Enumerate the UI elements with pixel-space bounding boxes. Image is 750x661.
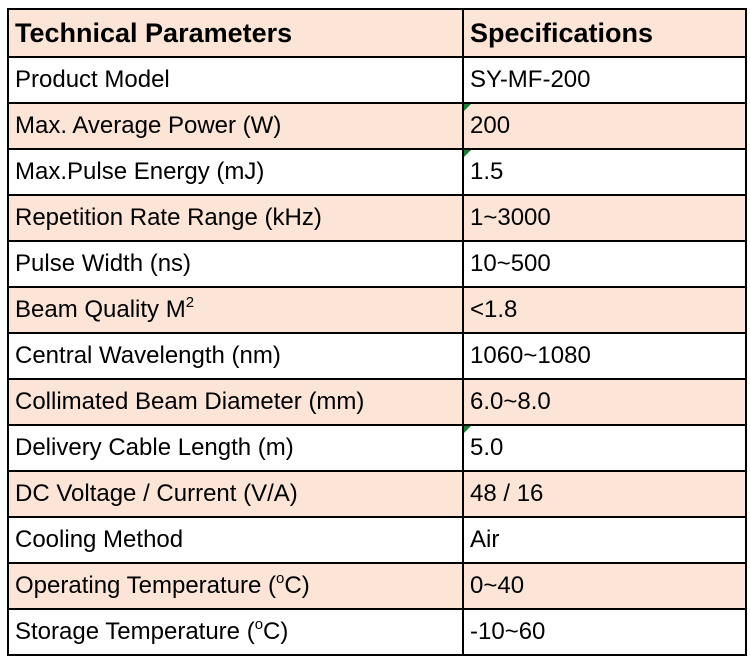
table-row: Cooling Method Air bbox=[7, 516, 747, 564]
specification-value: 0~40 bbox=[470, 572, 525, 599]
header-cell-parameters: Technical Parameters bbox=[7, 8, 464, 58]
specification-cell: 0~40 bbox=[462, 562, 747, 610]
comment-marker-icon bbox=[464, 426, 471, 433]
table-row: Delivery Cable Length (m) 5.0 bbox=[7, 424, 747, 472]
parameter-label: Operating Temperature ( bbox=[15, 572, 277, 599]
parameter-label-suffix: C) bbox=[284, 572, 310, 599]
parameter-cell: DC Voltage / Current (V/A) bbox=[7, 470, 464, 518]
specification-value: 200 bbox=[470, 112, 511, 139]
parameter-cell: Beam Quality M2 bbox=[7, 286, 464, 334]
table-row: Max.Pulse Energy (mJ) 1.5 bbox=[7, 148, 747, 196]
parameter-cell: Max.Pulse Energy (mJ) bbox=[7, 148, 464, 196]
specification-value: 1060~1080 bbox=[470, 342, 591, 369]
specification-cell: 48 / 16 bbox=[462, 470, 747, 518]
specification-cell: 1060~1080 bbox=[462, 332, 747, 380]
parameter-label: Max. Average Power (W) bbox=[15, 112, 282, 139]
specification-value: 6.0~8.0 bbox=[470, 388, 551, 415]
specification-cell: <1.8 bbox=[462, 286, 747, 334]
table-row: Operating Temperature (oC) 0~40 bbox=[7, 562, 747, 610]
specification-value: SY-MF-200 bbox=[470, 66, 591, 93]
specification-value: 5.0 bbox=[470, 434, 504, 461]
specification-cell: 200 bbox=[462, 102, 747, 150]
parameter-label: Beam Quality M bbox=[15, 296, 186, 323]
parameter-cell: Repetition Rate Range (kHz) bbox=[7, 194, 464, 242]
parameter-label: Repetition Rate Range (kHz) bbox=[15, 204, 322, 231]
parameter-label: Cooling Method bbox=[15, 526, 184, 553]
parameter-label: Pulse Width (ns) bbox=[15, 250, 192, 277]
parameter-label-suffix: C) bbox=[263, 618, 289, 645]
specification-value: 10~500 bbox=[470, 250, 551, 277]
specification-cell: 1.5 bbox=[462, 148, 747, 196]
table-row: Repetition Rate Range (kHz) 1~3000 bbox=[7, 194, 747, 242]
table-header-row: Technical Parameters Specifications bbox=[7, 8, 747, 58]
parameter-cell: Cooling Method bbox=[7, 516, 464, 564]
parameter-label: Product Model bbox=[15, 66, 170, 93]
parameter-label: Collimated Beam Diameter (mm) bbox=[15, 388, 365, 415]
specification-value: -10~60 bbox=[470, 618, 546, 645]
table-row: Pulse Width (ns) 10~500 bbox=[7, 240, 747, 288]
parameter-label: Storage Temperature ( bbox=[15, 618, 255, 645]
parameter-cell: Max. Average Power (W) bbox=[7, 102, 464, 150]
specification-value: <1.8 bbox=[470, 296, 518, 323]
parameter-cell: Pulse Width (ns) bbox=[7, 240, 464, 288]
comment-marker-icon bbox=[464, 104, 471, 111]
specification-cell: Air bbox=[462, 516, 747, 564]
parameter-cell: Product Model bbox=[7, 56, 464, 104]
parameter-label: DC Voltage / Current (V/A) bbox=[15, 480, 298, 507]
parameter-superscript: 2 bbox=[185, 294, 195, 311]
parameter-cell: Delivery Cable Length (m) bbox=[7, 424, 464, 472]
spec-table: Technical Parameters Specifications Prod… bbox=[7, 8, 747, 656]
table-row: Max. Average Power (W) 200 bbox=[7, 102, 747, 150]
table-row: Product Model SY-MF-200 bbox=[7, 56, 747, 104]
table-row: Collimated Beam Diameter (mm) 6.0~8.0 bbox=[7, 378, 747, 426]
specification-value: 1~3000 bbox=[470, 204, 551, 231]
parameter-label: Central Wavelength (nm) bbox=[15, 342, 281, 369]
parameter-cell: Central Wavelength (nm) bbox=[7, 332, 464, 380]
table-row: Beam Quality M2 <1.8 bbox=[7, 286, 747, 334]
specification-cell: 1~3000 bbox=[462, 194, 747, 242]
parameter-label: Delivery Cable Length (m) bbox=[15, 434, 294, 461]
table-row: Central Wavelength (nm) 1060~1080 bbox=[7, 332, 747, 380]
specification-cell: 10~500 bbox=[462, 240, 747, 288]
parameter-superscript: o bbox=[254, 616, 264, 633]
parameter-cell: Operating Temperature (oC) bbox=[7, 562, 464, 610]
parameter-label: Max.Pulse Energy (mJ) bbox=[15, 158, 265, 185]
specification-cell: SY-MF-200 bbox=[462, 56, 747, 104]
comment-marker-icon bbox=[464, 150, 471, 157]
spec-table-body: Technical Parameters Specifications Prod… bbox=[7, 8, 747, 656]
specification-cell: 5.0 bbox=[462, 424, 747, 472]
table-row: DC Voltage / Current (V/A) 48 / 16 bbox=[7, 470, 747, 518]
specification-cell: 6.0~8.0 bbox=[462, 378, 747, 426]
specification-value: Air bbox=[470, 526, 500, 553]
parameter-cell: Storage Temperature (oC) bbox=[7, 608, 464, 656]
specification-value: 1.5 bbox=[470, 158, 504, 185]
parameter-superscript: o bbox=[276, 570, 285, 587]
specification-cell: -10~60 bbox=[462, 608, 747, 656]
table-row: Storage Temperature (oC) -10~60 bbox=[7, 608, 747, 656]
specification-value: 48 / 16 bbox=[470, 480, 544, 507]
header-cell-specifications: Specifications bbox=[462, 8, 747, 58]
parameter-cell: Collimated Beam Diameter (mm) bbox=[7, 378, 464, 426]
